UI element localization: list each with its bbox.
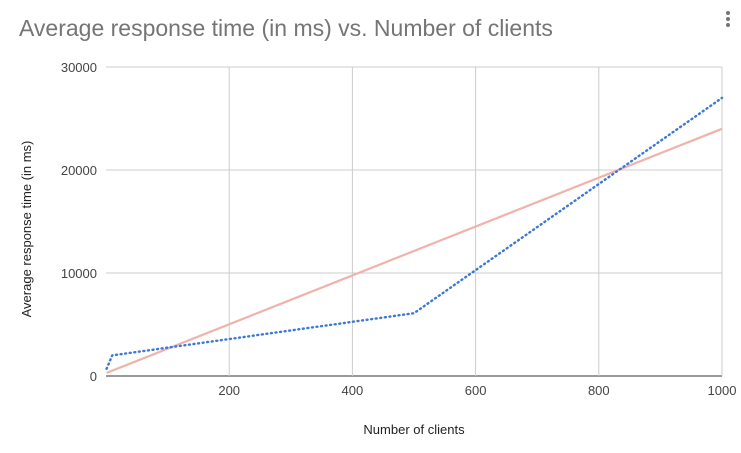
y-tick-label: 0 [90, 369, 97, 384]
more-vert-icon-dot [726, 23, 730, 27]
more-vert-icon-dot [726, 17, 730, 21]
x-tick-label: 800 [588, 383, 610, 398]
y-axis-title: Average response time (in ms) [19, 141, 34, 318]
y-tick-labels: 0 10000 20000 30000 [61, 60, 97, 384]
series-line-solid [106, 127, 723, 374]
x-tick-label: 400 [342, 383, 364, 398]
grid-layer [106, 66, 723, 377]
x-tick-labels: 200 400 600 800 1000 [218, 383, 736, 398]
more-vert-icon [726, 11, 730, 15]
chart-menu-button[interactable] [720, 6, 736, 32]
y-tick-label: 20000 [61, 163, 97, 178]
x-tick-label: 600 [465, 383, 487, 398]
y-tick-label: 30000 [61, 60, 97, 75]
chart-title: Average response time (in ms) vs. Number… [19, 15, 553, 41]
x-tick-label: 200 [218, 383, 240, 398]
y-tick-label: 10000 [61, 266, 97, 281]
series-line-dotted [105, 96, 724, 370]
x-axis-title: Number of clients [363, 422, 465, 437]
x-tick-label: 1000 [708, 383, 737, 398]
series-layer [105, 96, 724, 374]
